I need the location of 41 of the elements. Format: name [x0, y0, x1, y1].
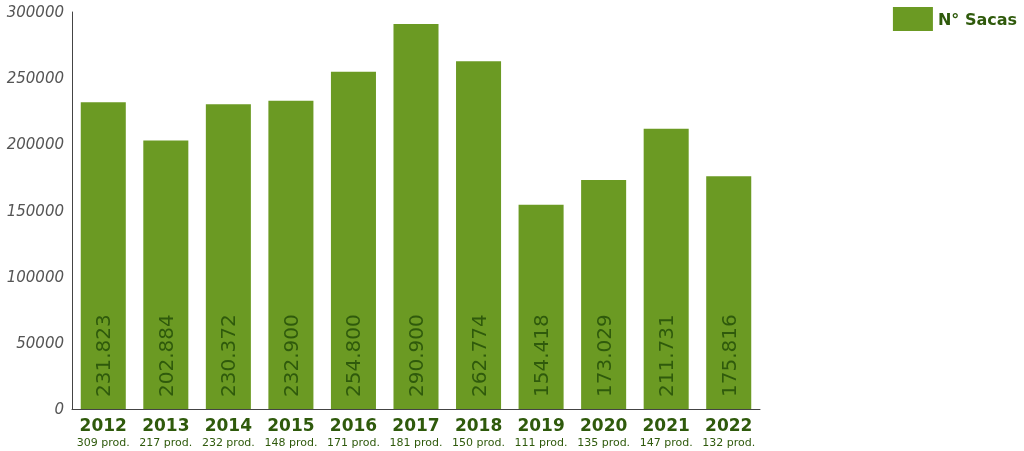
y-tick-label: 0: [54, 400, 64, 418]
x-tick-label: 2017 181 prod.: [389, 415, 443, 449]
x-tick-label: 2018 150 prod.: [452, 415, 506, 449]
data-label: 230.372: [216, 314, 241, 397]
data-label: 290.900: [404, 314, 428, 397]
x-tick-label: 2014 232 prod.: [201, 415, 255, 449]
y-tick-label: 200000: [6, 135, 64, 154]
x-tick-label: 2016 171 prod.: [326, 415, 380, 449]
data-label: 232.900: [278, 314, 303, 397]
data-label: 254.800: [341, 314, 366, 397]
bar: [456, 61, 502, 409]
x-tick-label: 2015 148 prod.: [264, 415, 318, 449]
y-tick-label: 100000: [6, 267, 64, 286]
x-tick-label: 2019 111 prod.: [514, 415, 568, 449]
bar: [518, 204, 564, 409]
bar: [80, 102, 126, 409]
bar: [268, 100, 314, 409]
x-tick-label: 2022 132 prod.: [702, 415, 756, 449]
y-tick-label: 50000: [16, 333, 64, 352]
legend-label: N° Sacas: [937, 9, 1018, 29]
data-label: 175.816: [716, 314, 741, 397]
x-tick-label: 2013 217 prod.: [139, 415, 193, 449]
data-label: 202.884: [153, 314, 178, 397]
y-tick-label: 150000: [6, 201, 64, 220]
x-tick-label: 2012 309 prod.: [76, 415, 130, 449]
data-label: 231.823: [91, 314, 116, 397]
bar: [330, 71, 376, 409]
data-label: 262.774: [466, 314, 491, 397]
data-label: 173.029: [591, 314, 616, 397]
bar: [205, 104, 251, 409]
x-tick-label: 2021 147 prod.: [639, 415, 693, 449]
bar: [143, 140, 189, 409]
data-label: 154.418: [529, 314, 554, 397]
bar: [643, 128, 689, 409]
bar: [393, 24, 439, 409]
y-tick-label: 250000: [6, 69, 64, 88]
x-tick-label: 2020 135 prod.: [577, 415, 631, 449]
bar: [706, 176, 752, 409]
bar: [581, 180, 627, 409]
data-label: 211.731: [654, 314, 679, 397]
y-tick-label: 300000: [6, 3, 64, 21]
